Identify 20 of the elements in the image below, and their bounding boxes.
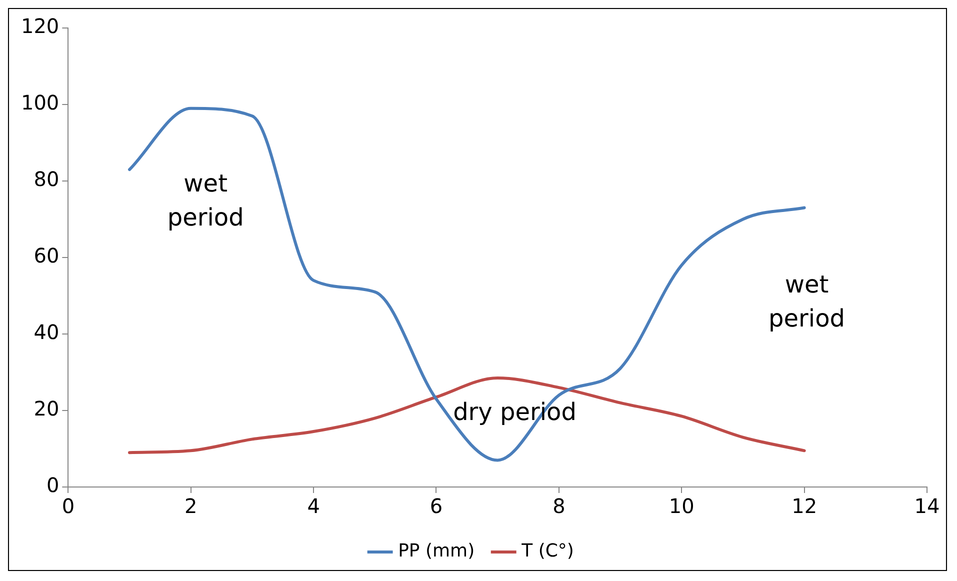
- legend-label: T (C°): [520, 540, 574, 562]
- x-tick-label: 12: [792, 494, 818, 518]
- y-tick-label: 20: [34, 396, 60, 421]
- legend-label: PP (mm): [398, 540, 475, 562]
- line-series: [128, 376, 806, 454]
- y-tick-label: 80: [34, 167, 60, 192]
- y-tick-label: 100: [20, 90, 60, 115]
- x-tick-label: 14: [914, 494, 940, 518]
- x-tick-label: 6: [430, 494, 443, 518]
- x-tick-label: 2: [184, 494, 198, 518]
- x-tick-label: 8: [552, 494, 566, 518]
- y-tick-label: 60: [34, 244, 60, 268]
- annotation: wet period: [167, 170, 244, 232]
- y-tick-label: 40: [34, 320, 60, 344]
- annotation: wet period: [768, 270, 845, 333]
- y-tick-label: 120: [20, 14, 60, 38]
- y-tick-label: 0: [46, 473, 60, 498]
- x-tick-label: 10: [668, 494, 694, 518]
- x-tick-label: 4: [307, 494, 320, 518]
- x-tick-label: 0: [62, 494, 75, 518]
